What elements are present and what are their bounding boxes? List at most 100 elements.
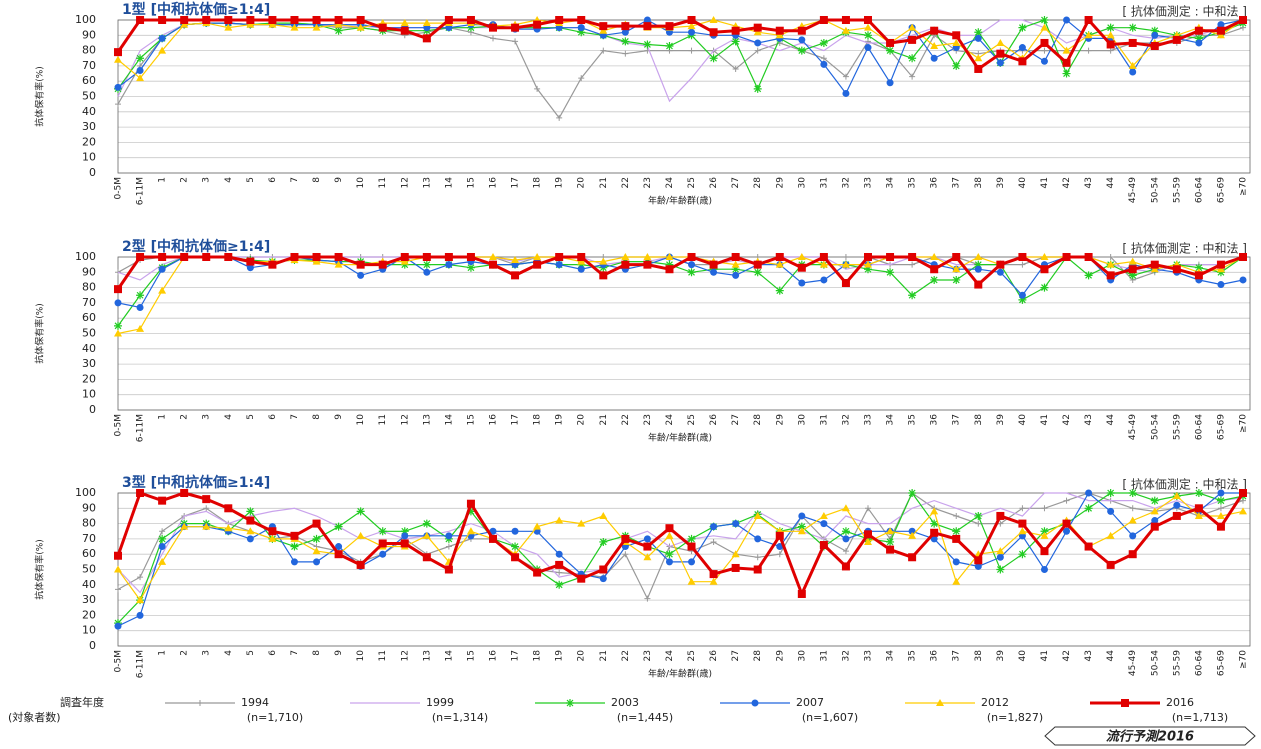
marker — [577, 253, 586, 261]
x-tick-label: 37 — [952, 414, 962, 425]
marker — [665, 531, 674, 539]
x-tick-label: 43 — [1084, 650, 1094, 661]
marker — [136, 54, 145, 63]
y-tick-label: 50 — [82, 327, 96, 340]
marker — [1216, 511, 1225, 519]
series-line — [117, 492, 1243, 627]
x-tick-label: 60-64 — [1194, 414, 1204, 440]
marker — [555, 550, 563, 558]
marker — [357, 271, 365, 279]
marker — [1150, 26, 1159, 35]
marker — [930, 275, 939, 284]
marker — [158, 265, 166, 273]
x-tick-label: 22 — [621, 177, 631, 188]
marker — [1018, 527, 1027, 535]
marker — [1195, 39, 1203, 47]
marker — [555, 580, 564, 589]
marker — [224, 23, 233, 31]
marker — [1041, 47, 1048, 54]
y-tick-label: 100 — [75, 13, 96, 26]
marker — [136, 489, 145, 497]
x-tick-label: 6 — [268, 650, 278, 656]
marker — [400, 539, 409, 548]
marker — [886, 545, 895, 554]
marker — [643, 553, 652, 561]
marker — [1216, 26, 1225, 35]
marker — [1217, 281, 1225, 289]
marker — [1194, 511, 1203, 519]
marker — [709, 577, 718, 585]
marker — [356, 260, 365, 269]
marker — [820, 55, 827, 62]
x-tick-label: 34 — [886, 650, 896, 662]
marker — [555, 16, 564, 24]
marker — [731, 260, 740, 268]
x-tick-label: 7 — [290, 177, 300, 183]
marker — [577, 519, 586, 527]
marker — [114, 551, 122, 560]
marker — [1018, 57, 1027, 66]
marker — [334, 20, 343, 28]
marker — [1085, 489, 1093, 497]
x-tick-label: 41 — [1040, 650, 1050, 661]
x-tick-label: 40 — [1018, 177, 1028, 189]
marker — [1040, 283, 1049, 292]
x-tick-label: 4 — [224, 650, 234, 656]
x-tick-label: 50-54 — [1150, 177, 1160, 203]
marker — [511, 256, 520, 264]
marker — [312, 519, 321, 528]
marker — [820, 276, 828, 284]
marker — [1062, 253, 1071, 261]
marker — [1128, 271, 1137, 280]
marker — [710, 268, 718, 276]
marker — [1194, 263, 1203, 272]
marker — [841, 504, 850, 512]
marker — [621, 260, 630, 269]
marker — [753, 23, 762, 32]
marker — [797, 46, 806, 55]
marker — [665, 558, 673, 566]
y-tick-label: 40 — [82, 578, 96, 591]
marker — [864, 23, 872, 31]
marker — [246, 535, 254, 543]
legend-label: 1999 — [426, 696, 454, 709]
x-tick-label: 41 — [1040, 414, 1050, 425]
marker — [819, 511, 828, 519]
marker — [356, 16, 365, 24]
marker — [1041, 505, 1048, 512]
x-tick-label: 41 — [1040, 177, 1050, 188]
marker — [622, 50, 629, 57]
marker — [158, 557, 167, 565]
x-tick-label: 39 — [996, 414, 1006, 426]
marker — [599, 565, 608, 574]
marker — [1121, 699, 1129, 707]
x-tick-label: 15 — [466, 414, 476, 425]
marker — [665, 524, 674, 533]
marker — [136, 303, 144, 311]
marker — [996, 260, 1005, 269]
x-tick-label: 32 — [841, 414, 851, 425]
marker — [908, 23, 917, 31]
series-line — [117, 256, 1244, 327]
marker — [400, 527, 409, 536]
marker — [753, 565, 762, 574]
x-tick-label: 26 — [709, 414, 719, 426]
x-tick-label: 5 — [246, 650, 256, 656]
marker — [599, 575, 607, 583]
y-tick-label: 20 — [82, 372, 96, 385]
marker — [754, 39, 762, 47]
marker — [1084, 31, 1093, 39]
x-tick-label: 35 — [908, 414, 918, 425]
marker — [775, 253, 784, 261]
marker — [709, 570, 718, 579]
marker — [1172, 35, 1181, 44]
marker — [1173, 501, 1181, 509]
x-tick-label: 22 — [621, 650, 631, 661]
x-tick-label: 2 — [180, 177, 190, 183]
y-tick-label: 20 — [82, 135, 96, 148]
marker — [1172, 511, 1181, 520]
x-tick-label: 39 — [996, 650, 1006, 662]
marker — [290, 531, 299, 540]
marker — [268, 20, 277, 28]
x-tick-label: 32 — [841, 650, 851, 661]
